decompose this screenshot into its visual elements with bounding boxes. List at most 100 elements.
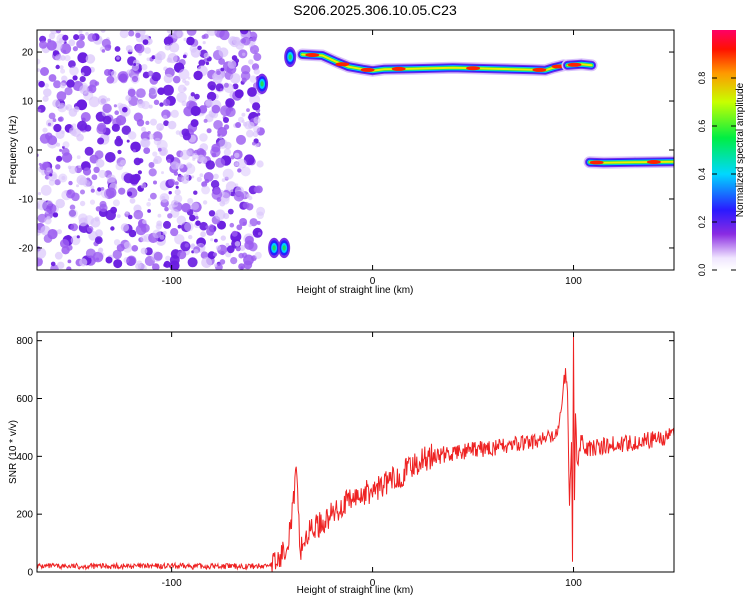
noise-speck (200, 244, 204, 248)
noise-speck (148, 162, 155, 168)
noise-speck (151, 55, 156, 60)
noise-speck (206, 30, 218, 36)
noise-speck (256, 206, 266, 216)
noise-speck (46, 40, 57, 51)
noise-speck (66, 266, 72, 270)
noise-speck (191, 175, 195, 179)
noise-speck (216, 70, 221, 75)
hot-spot (360, 67, 375, 72)
noise-speck (123, 173, 134, 184)
noise-speck (64, 87, 73, 96)
noise-speck (193, 249, 199, 255)
noise-speck (168, 178, 176, 187)
noise-speck (256, 160, 264, 168)
noise-speck (93, 166, 100, 173)
noise-speck (249, 218, 258, 227)
noise-speck (130, 141, 141, 153)
noise-speck (194, 93, 200, 100)
noise-speck (136, 88, 146, 98)
noise-speck (181, 176, 190, 184)
noise-speck (147, 198, 151, 202)
snr-background (37, 332, 674, 572)
noise-speck (127, 214, 133, 220)
noise-speck (170, 228, 179, 237)
noise-speck (39, 163, 47, 171)
noise-speck (237, 168, 242, 173)
noise-speck (161, 195, 166, 201)
noise-speck (54, 179, 61, 186)
noise-speck (190, 92, 195, 97)
noise-speck (218, 47, 229, 58)
hot-spot (466, 66, 481, 71)
noise-speck (76, 184, 79, 188)
noise-speck (174, 189, 181, 196)
noise-speck (55, 30, 61, 34)
noise-speck (78, 30, 83, 34)
noise-speck (157, 87, 165, 95)
colorbar-tick-label: 0.4 (697, 168, 707, 181)
noise-speck (94, 150, 104, 160)
noise-speck (141, 126, 146, 132)
noise-speck (220, 250, 225, 256)
noise-speck (215, 157, 226, 168)
noise-speck (69, 204, 76, 211)
hot-spot (335, 62, 350, 67)
noise-speck (140, 182, 147, 189)
noise-speck (199, 133, 208, 142)
noise-speck (107, 44, 112, 49)
noise-speck (135, 43, 145, 54)
noise-speck (191, 202, 200, 211)
noise-speck (60, 68, 66, 74)
noise-speck (229, 107, 234, 112)
noise-speck (42, 95, 49, 102)
noise-speck (225, 99, 233, 107)
noise-speck (219, 200, 226, 207)
noise-speck (48, 74, 57, 82)
noise-speck (208, 210, 216, 217)
snr-frame (36, 331, 675, 573)
noise-speck (72, 46, 78, 52)
noise-speck (100, 30, 106, 33)
noise-speck (117, 71, 129, 83)
noise-speck (163, 220, 171, 229)
noise-speck (240, 38, 246, 44)
noise-speck (85, 32, 89, 36)
noise-speck (119, 30, 129, 39)
spectral-blob (272, 245, 276, 251)
noise-speck (219, 88, 223, 92)
noise-speck (85, 54, 96, 64)
noise-speck (127, 88, 136, 97)
hot-spot (589, 160, 604, 165)
noise-speck (221, 178, 226, 183)
noise-speck (233, 191, 245, 202)
noise-speck (255, 185, 263, 194)
noise-speck (164, 206, 169, 212)
noise-speck (85, 248, 96, 259)
noise-speck (196, 148, 205, 157)
figure-title: S206.2025.306.10.05.C23 (293, 2, 457, 18)
noise-speck (116, 214, 121, 219)
noise-speck (126, 255, 137, 266)
noise-speck (253, 53, 262, 61)
noise-speck (67, 189, 72, 195)
noise-speck (68, 60, 76, 68)
noise-speck (241, 77, 247, 83)
noise-speck (241, 119, 245, 123)
y-tick-label: 0 (27, 568, 33, 579)
noise-speck (68, 208, 78, 219)
snr-ylabel: SNR (10 * v/v) (8, 420, 19, 484)
spectral-blob (282, 245, 286, 251)
noise-speck (80, 35, 85, 40)
noise-speck (210, 238, 214, 242)
noise-speck (162, 230, 167, 236)
noise-speck (68, 39, 76, 47)
y-tick-label: 400 (16, 452, 33, 463)
noise-speck (215, 245, 221, 251)
noise-speck (84, 124, 92, 132)
noise-speck (68, 180, 73, 186)
noise-speck (114, 137, 123, 147)
spectral-blob (288, 54, 292, 60)
noise-speck (159, 102, 164, 107)
noise-speck (203, 172, 214, 182)
noise-speck (84, 215, 95, 226)
